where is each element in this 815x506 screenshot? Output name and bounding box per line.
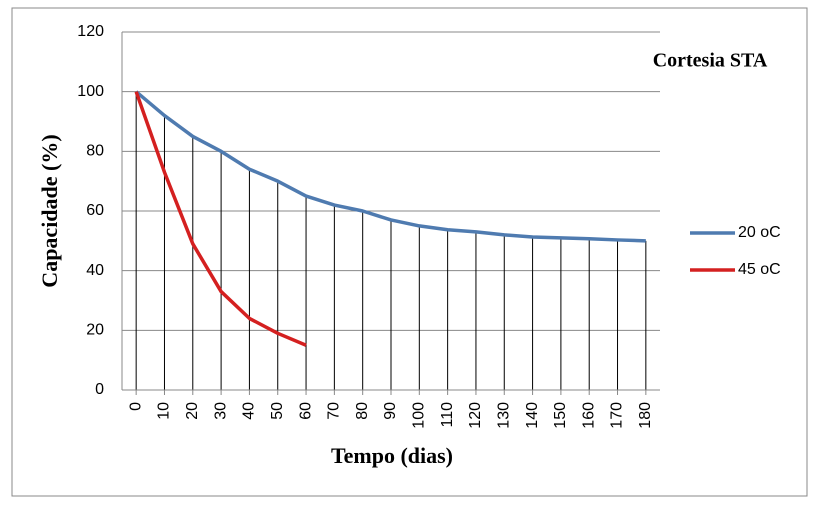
x-tick-label: 140 bbox=[524, 402, 541, 429]
x-tick-label: 110 bbox=[439, 402, 456, 428]
x-tick-label: 40 bbox=[241, 402, 258, 420]
y-tick-label: 120 bbox=[77, 23, 104, 40]
y-tick-label: 0 bbox=[95, 381, 104, 398]
x-tick-label: 90 bbox=[382, 402, 399, 420]
y-tick-label: 80 bbox=[86, 143, 104, 160]
x-tick-label: 180 bbox=[637, 402, 654, 429]
y-tick-label: 100 bbox=[77, 83, 104, 100]
y-axis-label: Capacidade (%) bbox=[37, 134, 62, 287]
x-tick-label: 20 bbox=[184, 402, 201, 420]
x-tick-label: 100 bbox=[411, 402, 428, 429]
x-tick-label: 150 bbox=[552, 402, 569, 429]
y-tick-label: 60 bbox=[86, 202, 104, 219]
x-tick-label: 70 bbox=[326, 402, 343, 420]
legend-label: 20 oC bbox=[738, 224, 781, 241]
x-tick-label: 60 bbox=[297, 402, 314, 420]
x-tick-label: 80 bbox=[354, 402, 371, 420]
x-tick-label: 30 bbox=[212, 402, 229, 420]
x-tick-label: 120 bbox=[467, 402, 484, 429]
x-axis-label: Tempo (dias) bbox=[331, 443, 453, 468]
y-tick-label: 20 bbox=[86, 322, 104, 339]
annotation: Cortesia STA bbox=[653, 50, 768, 72]
x-tick-label: 0 bbox=[127, 402, 144, 411]
x-tick-label: 50 bbox=[269, 402, 286, 420]
x-tick-label: 170 bbox=[609, 402, 626, 429]
series-line bbox=[135, 90, 646, 243]
y-tick-label: 40 bbox=[86, 262, 104, 279]
x-tick-label: 160 bbox=[580, 402, 597, 429]
x-tick-label: 10 bbox=[156, 402, 173, 420]
legend-label: 45 oC bbox=[738, 261, 781, 278]
chart-frame bbox=[11, 7, 808, 497]
x-tick-label: 130 bbox=[495, 402, 512, 429]
series-line bbox=[134, 91, 307, 347]
